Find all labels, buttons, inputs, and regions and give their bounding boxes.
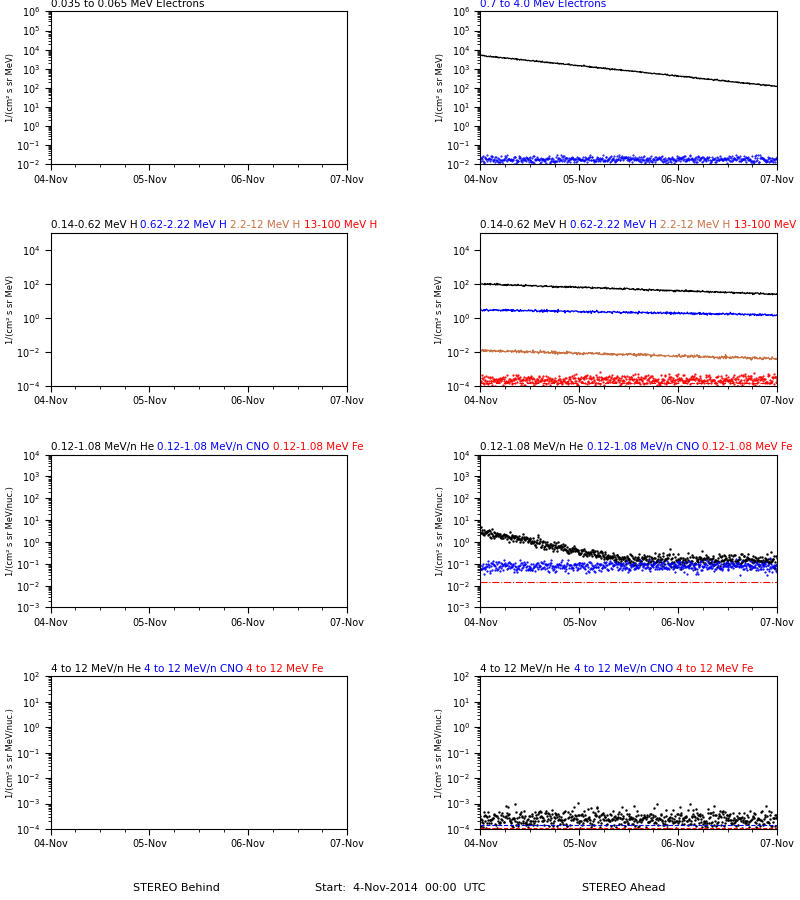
Text: 4 to 12 MeV Fe: 4 to 12 MeV Fe bbox=[246, 663, 327, 673]
Text: 0.12-1.08 MeV/n CNO: 0.12-1.08 MeV/n CNO bbox=[157, 442, 273, 452]
Text: 4 to 12 MeV/n CNO: 4 to 12 MeV/n CNO bbox=[144, 663, 246, 673]
Y-axis label: 1/(cm² s sr MeV): 1/(cm² s sr MeV) bbox=[436, 53, 445, 122]
Text: 4 to 12 MeV/n CNO: 4 to 12 MeV/n CNO bbox=[574, 663, 676, 673]
Y-axis label: 1/(cm² s sr MeV): 1/(cm² s sr MeV) bbox=[435, 274, 445, 344]
Text: 2.2-12 MeV H: 2.2-12 MeV H bbox=[660, 220, 734, 230]
Text: 2.2-12 MeV H: 2.2-12 MeV H bbox=[230, 220, 304, 230]
Text: 0.12-1.08 MeV/n CNO: 0.12-1.08 MeV/n CNO bbox=[587, 442, 702, 452]
Text: 0.62-2.22 MeV H: 0.62-2.22 MeV H bbox=[141, 220, 230, 230]
Text: 4 to 12 MeV/n He: 4 to 12 MeV/n He bbox=[50, 663, 144, 673]
Text: 0.7 to 4.0 Mev Electrons: 0.7 to 4.0 Mev Electrons bbox=[481, 0, 606, 9]
Y-axis label: 1/(cm² s sr MeV): 1/(cm² s sr MeV) bbox=[6, 274, 14, 344]
Y-axis label: 1/(cm² s sr MeV/nuc.): 1/(cm² s sr MeV/nuc.) bbox=[436, 486, 445, 576]
Text: Start:  4-Nov-2014  00:00  UTC: Start: 4-Nov-2014 00:00 UTC bbox=[314, 883, 486, 893]
Text: 0.12-1.08 MeV Fe: 0.12-1.08 MeV Fe bbox=[702, 442, 796, 452]
Text: 0.12-1.08 MeV Fe: 0.12-1.08 MeV Fe bbox=[273, 442, 366, 452]
Y-axis label: 1/(cm² s sr MeV/nuc.): 1/(cm² s sr MeV/nuc.) bbox=[6, 486, 14, 576]
Text: 0.62-2.22 MeV H: 0.62-2.22 MeV H bbox=[570, 220, 660, 230]
Text: 4 to 12 MeV/n He: 4 to 12 MeV/n He bbox=[481, 663, 574, 673]
Text: 13-100 MeV H: 13-100 MeV H bbox=[304, 220, 381, 230]
Text: 0.14-0.62 MeV H: 0.14-0.62 MeV H bbox=[481, 220, 570, 230]
Text: 0.12-1.08 MeV/n He: 0.12-1.08 MeV/n He bbox=[50, 442, 157, 452]
Text: 0.12-1.08 MeV/n He: 0.12-1.08 MeV/n He bbox=[481, 442, 587, 452]
Y-axis label: 1/(cm² s sr MeV): 1/(cm² s sr MeV) bbox=[6, 53, 15, 122]
Y-axis label: 1/(cm² s sr MeV/nuc.): 1/(cm² s sr MeV/nuc.) bbox=[435, 707, 445, 797]
Text: 13-100 MeV H: 13-100 MeV H bbox=[734, 220, 800, 230]
Text: 4 to 12 MeV Fe: 4 to 12 MeV Fe bbox=[676, 663, 757, 673]
Text: STEREO Behind: STEREO Behind bbox=[133, 883, 219, 893]
Text: 0.035 to 0.065 MeV Electrons: 0.035 to 0.065 MeV Electrons bbox=[50, 0, 204, 9]
Y-axis label: 1/(cm² s sr MeV/nuc.): 1/(cm² s sr MeV/nuc.) bbox=[6, 707, 14, 797]
Text: 0.14-0.62 MeV H: 0.14-0.62 MeV H bbox=[50, 220, 141, 230]
Text: STEREO Ahead: STEREO Ahead bbox=[582, 883, 666, 893]
